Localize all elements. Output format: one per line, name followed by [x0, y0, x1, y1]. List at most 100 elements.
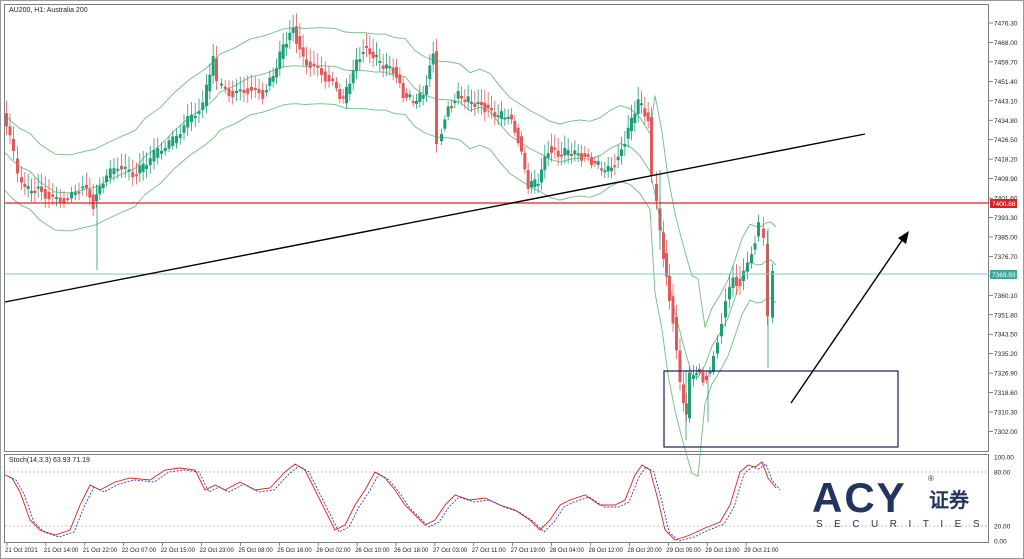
candle-body [516, 127, 520, 144]
time-axis-label: 26 Oct 02:00 [316, 548, 351, 554]
candle-body [190, 114, 193, 123]
candle-body [543, 156, 547, 171]
price-chart-panel[interactable] [4, 4, 989, 452]
candle-body [308, 61, 312, 68]
candle-body [486, 104, 490, 109]
candle-body [105, 175, 108, 183]
candle-body [98, 186, 102, 195]
candle-body [460, 96, 463, 99]
price-axis-label: 7443.10 [994, 98, 1018, 105]
candle-body [205, 84, 208, 106]
stochastic-panel[interactable] [4, 454, 989, 543]
acy-logo: ACY [812, 474, 907, 521]
candle-body [81, 186, 85, 189]
resistance-price-tag [990, 199, 1017, 208]
candle-body [613, 165, 617, 168]
candle-body [186, 116, 190, 128]
candle-body [36, 186, 40, 189]
candle-body [630, 117, 633, 132]
candle-body [418, 92, 422, 103]
indicator-axis-label: 20.00 [994, 524, 1011, 531]
candle-body [500, 111, 503, 119]
price-axis-label: 7451.40 [994, 79, 1018, 86]
candle-body [731, 277, 735, 289]
candle-body [398, 74, 402, 84]
candle-body [662, 232, 665, 259]
candle-body [682, 384, 685, 404]
candle-body [626, 127, 630, 139]
candle-body [47, 191, 51, 200]
candle-body [593, 160, 597, 164]
candle-body [728, 287, 731, 300]
candle-body [523, 152, 527, 170]
candle-body [331, 78, 335, 82]
candle-body [640, 103, 643, 106]
forecast-arrow[interactable] [790, 235, 906, 404]
forecast-arrowhead-icon [898, 231, 909, 244]
candle-body [320, 68, 323, 75]
candle-body [316, 65, 320, 68]
price-axis: 7476.30 7468.00 7459.70 7451.40 7443.10 7434.… [989, 21, 1018, 436]
candle-body [127, 169, 131, 172]
candle-body [576, 153, 580, 156]
time-axis-label: 28 Oct 12:00 [589, 548, 624, 554]
price-axis-label: 7434.80 [994, 118, 1018, 125]
candle-body [167, 140, 171, 149]
candle-body [450, 106, 453, 109]
candle-body [261, 90, 265, 99]
stochastic-title: Stoch(14,3,3) 63.93 71.19 [9, 457, 90, 464]
candle-body [480, 102, 483, 106]
candle-body [327, 74, 331, 82]
trend-line[interactable] [4, 133, 866, 303]
time-axis-label: 22 Oct 07:00 [122, 548, 157, 554]
candle-body [123, 166, 127, 169]
candle-body [556, 150, 560, 157]
candle-body [550, 146, 553, 153]
candle-body [720, 323, 723, 337]
candle-body [408, 94, 412, 98]
candle-body [490, 108, 493, 111]
candle-body [616, 156, 620, 161]
candle-body [355, 59, 358, 72]
candle-body [443, 119, 447, 129]
candle-body [285, 43, 288, 48]
price-tags: 7400.88 7369.93 [990, 199, 1017, 279]
price-axis-label: 7302.00 [994, 429, 1018, 436]
candle-body [603, 170, 607, 173]
candle-body [405, 93, 408, 98]
candle-body [43, 189, 47, 199]
candle-body [506, 116, 510, 119]
chart-annotations [4, 133, 989, 448]
candle-body [77, 191, 81, 194]
candle-body [138, 165, 142, 174]
price-axis-label: 7326.90 [994, 371, 1018, 378]
candle-body [178, 133, 182, 139]
candle-body [201, 102, 205, 110]
candle-body [583, 153, 587, 157]
time-axis-label: 21 Oct 14:00 [44, 548, 79, 554]
candle-body [446, 106, 450, 117]
candle-body [665, 253, 668, 277]
candle-body [338, 88, 342, 99]
candle-body [62, 197, 66, 204]
candle-body [636, 99, 640, 114]
candle-body [131, 172, 135, 178]
support-zone-box[interactable] [663, 370, 899, 448]
candle-body [470, 101, 473, 104]
candle-body [193, 115, 197, 119]
candle-body [573, 150, 577, 155]
candle-body [40, 186, 43, 192]
indicator-axis-label: 0.00 [994, 539, 1007, 546]
price-axis-label: 7343.50 [994, 332, 1018, 339]
candle-body [305, 59, 308, 66]
candle-body [533, 179, 537, 188]
candle-body [26, 186, 30, 189]
candle-body [301, 47, 305, 57]
price-axis-label: 7459.70 [994, 59, 1018, 66]
candle-body [73, 192, 77, 196]
candle-body [606, 166, 610, 172]
candle-body [95, 194, 98, 202]
candle-body [411, 101, 415, 104]
candle-body [175, 136, 178, 144]
